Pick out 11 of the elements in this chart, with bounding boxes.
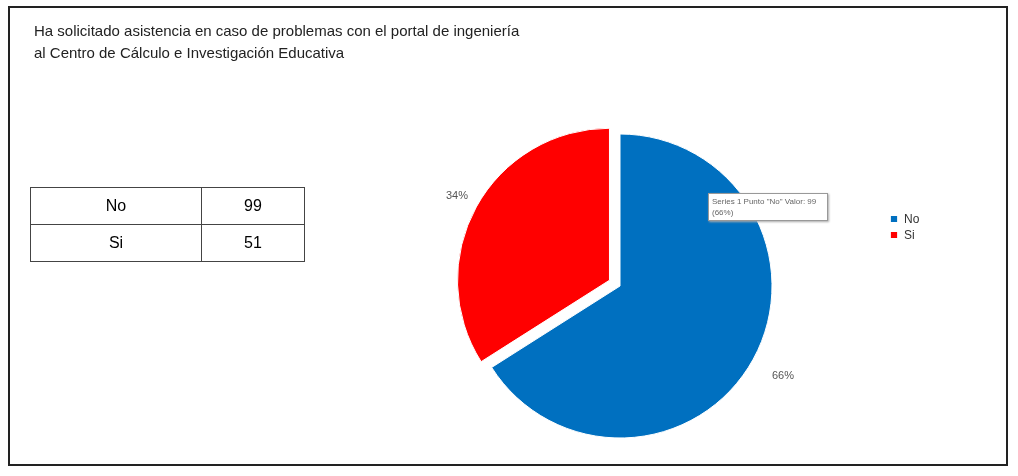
- category-label: No: [30, 187, 202, 225]
- text: al Centro de Cálculo e Investigación Educativa: [34, 44, 345, 61]
- data-label: 99: [201, 187, 305, 225]
- legend-label: Si: [904, 228, 915, 242]
- text: Ha solicitado asistencia en caso de problemas con el portal de ingeniería: [34, 22, 520, 39]
- legend-label: No: [904, 212, 920, 226]
- text: Series 1 Punto "No" Valor: 99 (66%): [708, 193, 828, 221]
- category-label: Si: [30, 224, 202, 262]
- data-label: 51: [201, 224, 305, 262]
- data-label: 66%: [771, 368, 795, 381]
- data-label: 34%: [445, 189, 469, 202]
